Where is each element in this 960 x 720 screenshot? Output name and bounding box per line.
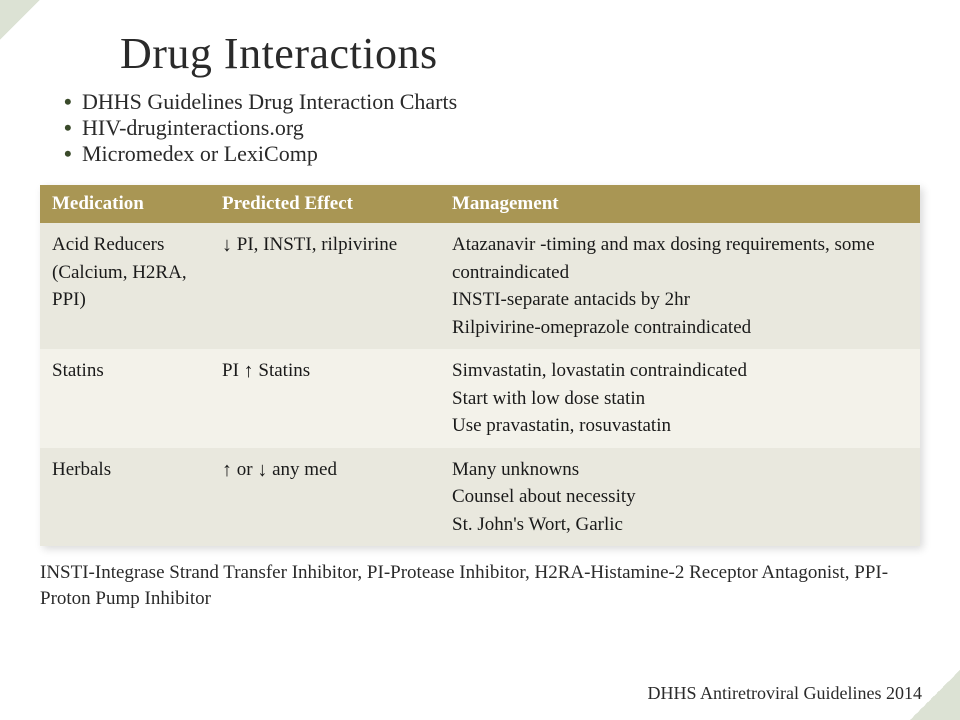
citation: DHHS Antiretroviral Guidelines 2014 — [648, 683, 922, 704]
bullet-item: Micromedex or LexiComp — [64, 141, 920, 167]
arrow-up-icon: ↑ — [222, 456, 232, 485]
arrow-down-icon: ↓ — [257, 456, 267, 485]
slide: Drug Interactions DHHS Guidelines Drug I… — [0, 0, 960, 720]
th-effect: Predicted Effect — [210, 185, 440, 223]
effect-text: PI, INSTI, rilpivirine — [232, 234, 397, 255]
table-header-row: Medication Predicted Effect Management — [40, 185, 920, 223]
table-row: Statins PI ↑ Statins Simvastatin, lovast… — [40, 349, 920, 448]
abbreviations-footnote: INSTI-Integrase Strand Transfer Inhibito… — [40, 560, 920, 611]
cell-management: Many unknowns Counsel about necessity St… — [440, 448, 920, 547]
table-row: Acid Reducers (Calcium, H2RA, PPI) ↓ PI,… — [40, 223, 920, 349]
arrow-up-icon: ↑ — [244, 357, 254, 386]
cell-effect: ↓ PI, INSTI, rilpivirine — [210, 223, 440, 349]
cell-medication: Statins — [40, 349, 210, 448]
bullet-item: HIV-druginteractions.org — [64, 115, 920, 141]
resource-list: DHHS Guidelines Drug Interaction Charts … — [64, 89, 920, 167]
bullet-item: DHHS Guidelines Drug Interaction Charts — [64, 89, 920, 115]
cell-medication: Herbals — [40, 448, 210, 547]
cell-management: Atazanavir -timing and max dosing requir… — [440, 223, 920, 349]
effect-text: any med — [267, 459, 337, 480]
table-row: Herbals ↑ or ↓ any med Many unknowns Cou… — [40, 448, 920, 547]
cell-medication: Acid Reducers (Calcium, H2RA, PPI) — [40, 223, 210, 349]
cell-effect: PI ↑ Statins — [210, 349, 440, 448]
cell-effect: ↑ or ↓ any med — [210, 448, 440, 547]
effect-text: Statins — [254, 360, 310, 381]
th-management: Management — [440, 185, 920, 223]
th-medication: Medication — [40, 185, 210, 223]
cell-management: Simvastatin, lovastatin contraindicated … — [440, 349, 920, 448]
arrow-down-icon: ↓ — [222, 231, 232, 260]
slide-title: Drug Interactions — [120, 28, 920, 79]
effect-prefix: PI — [222, 360, 244, 381]
effect-mid: or — [232, 459, 257, 480]
interactions-table: Medication Predicted Effect Management A… — [40, 185, 920, 546]
